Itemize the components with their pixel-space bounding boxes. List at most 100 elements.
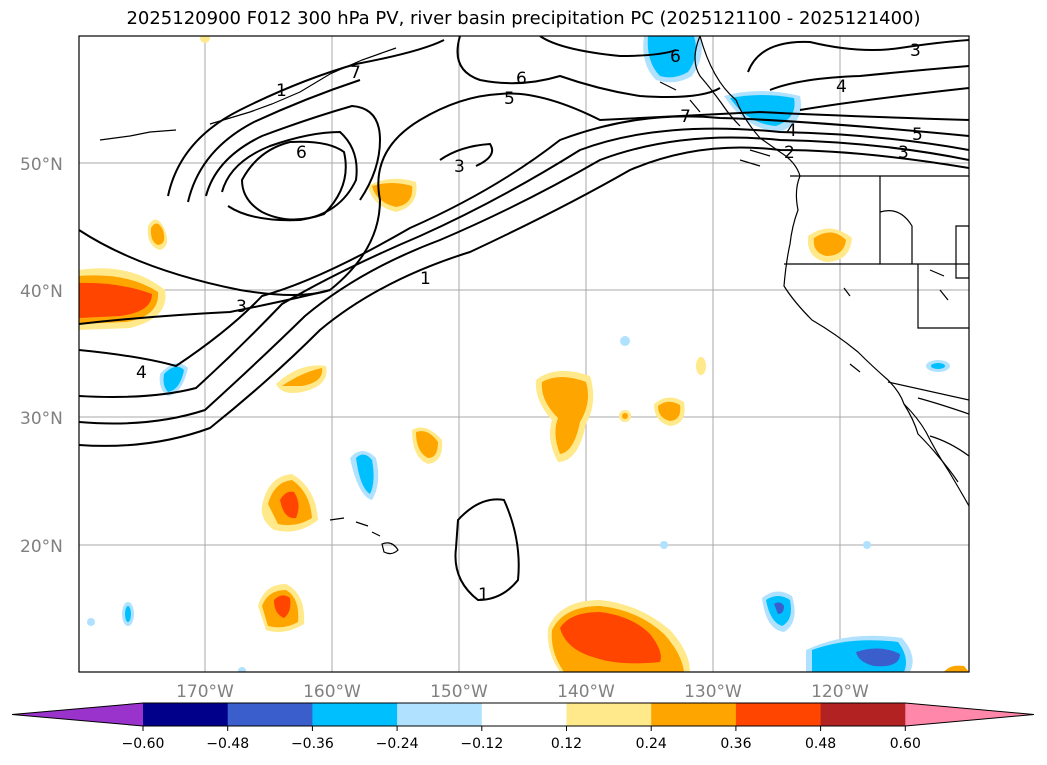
precip-patch-negative [660,541,668,549]
colorbar-extend-min [12,703,143,726]
precip-patch-negative [125,606,131,622]
lon-label-160w: 160°W [303,682,361,702]
small-islands [659,81,949,373]
contour-label: 6 [296,143,307,163]
contour-label: 1 [420,269,431,289]
graticule [79,36,969,672]
lon-label-170w: 170°W [176,682,234,702]
pv-contour-7 [167,39,445,197]
contour-label: 4 [836,77,847,97]
hawaii-islands [329,517,399,555]
precip-patch-negative [774,602,784,614]
pv-contour-15 [747,39,969,73]
colorbar-tick-label: 0.12 [551,736,582,752]
contour-label: 3 [898,143,909,163]
pv-contour-3 [79,127,969,398]
pv-contour-1 [79,146,969,447]
precip-patch-negative [87,618,95,626]
precip-patch-negative [620,336,630,346]
coast-gulf-california [917,397,969,415]
colorbar-tick-label: −0.60 [122,736,165,752]
pv-contour-8 [187,79,361,203]
precip-patch-positive [696,357,706,375]
precip-patch-negative [730,95,795,126]
lon-label-150w: 150°W [430,682,488,702]
precip-patch-positive [541,377,588,454]
colorbar-tick-label: 0.48 [805,736,836,752]
coast-baja [903,403,959,483]
lon-label-120w: 120°W [811,682,869,702]
colorbar-tick-label: −0.24 [376,736,419,752]
pv-contour-17 [799,87,969,111]
colorbar-segment [227,703,313,726]
precip-patch-positive [274,595,291,618]
contour-label: 3 [236,297,247,317]
contour-label: 1 [478,585,489,605]
contour-label: 4 [136,363,147,383]
border-mexico [887,381,969,401]
precip-patch-negative [931,363,945,369]
pv-contour-14 [439,142,494,167]
contour-label: 1 [276,81,287,101]
colorbar-tick-label: −0.48 [206,736,249,752]
lat-label-50n: 50°N [20,155,63,175]
longitude-labels: 170°W 160°W 150°W 140°W 130°W 120°W [176,682,869,702]
contour-label: 5 [504,89,515,109]
colorbar-segment [566,703,652,726]
contour-label: 3 [454,157,465,177]
map-title: 2025120900 F012 300 hPa PV, river basin … [126,8,921,29]
latitude-labels: 50°N 40°N 30°N 20°N [20,155,63,557]
colorbar-tick-label: −0.36 [291,736,334,752]
coast-mainland-mexico [929,435,969,457]
contour-label: 2 [784,143,795,163]
precip-patch-negative [356,454,374,494]
precip-patch-positive [416,431,438,458]
precip-patch-positive [658,401,681,421]
pv-contour-4 [79,115,969,368]
lon-label-130w: 130°W [684,682,742,702]
coastlines [99,36,969,555]
colorbar-segment [481,703,567,726]
contour-label: 7 [680,107,691,127]
precip-patch-negative [856,648,900,667]
colorbar-tick-label: −0.12 [460,736,503,752]
plot-frame [78,35,970,673]
coast-alaska-panhandle [694,36,741,127]
pv-contour-2 [79,136,969,425]
coast-west-north-america [699,36,969,507]
pv-contour-6 [79,229,331,296]
precip-patch-positive [79,282,152,318]
precip-patch-positive [944,665,969,672]
precip-patch-positive [372,183,413,207]
colorbar-segment [397,703,483,726]
contour-label: 7 [350,63,361,83]
contour-label: 4 [786,121,797,141]
precip-patch-negative [647,36,696,78]
colorbar: −0.60 −0.48 −0.36 −0.24 −0.12 0.12 0.24 0.36 0.4… [11,702,1035,752]
precip-patch-positive [150,223,165,245]
precip-patch-negative [238,667,246,672]
pv-contour-18 [454,498,520,602]
contour-labels: 1 1 1 2 3 3 3 3 4 4 4 5 5 6 6 6 7 7 [136,41,923,605]
pv-contour-11 [240,140,347,221]
border-states-4 [955,225,969,279]
coast-aleutians [99,47,397,141]
colorbar-tick-label: 0.60 [890,736,921,752]
precip-patch-positive [200,36,210,43]
contour-label: 6 [516,69,527,89]
contour-label: 6 [670,47,681,67]
precipitation-fills [79,36,969,672]
precip-patch-positive [282,368,323,386]
precip-patch-negative [163,366,184,392]
pv-contour-16 [769,65,969,91]
contour-label: 3 [910,41,921,61]
lon-label-140w: 140°W [557,682,615,702]
precip-patch-positive [280,491,299,519]
pv-contour-5 [79,92,969,325]
precip-patch-positive [622,413,628,419]
colorbar-segment [312,703,398,726]
colorbar-tick-label: 0.36 [720,736,751,752]
border-states-3 [917,264,969,329]
contour-label: 5 [912,125,923,145]
